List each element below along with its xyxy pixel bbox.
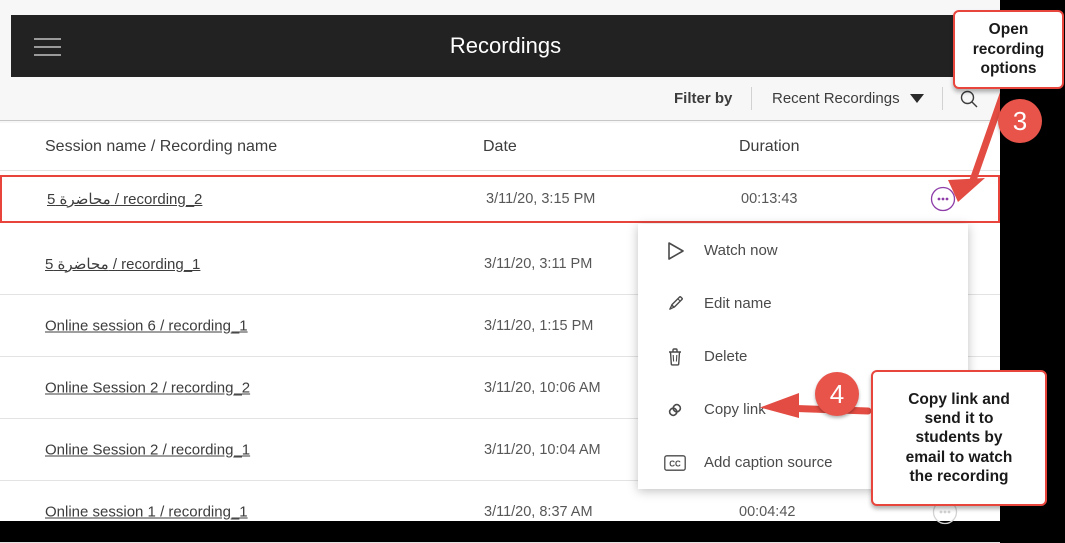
svg-text:CC: CC xyxy=(669,459,681,468)
